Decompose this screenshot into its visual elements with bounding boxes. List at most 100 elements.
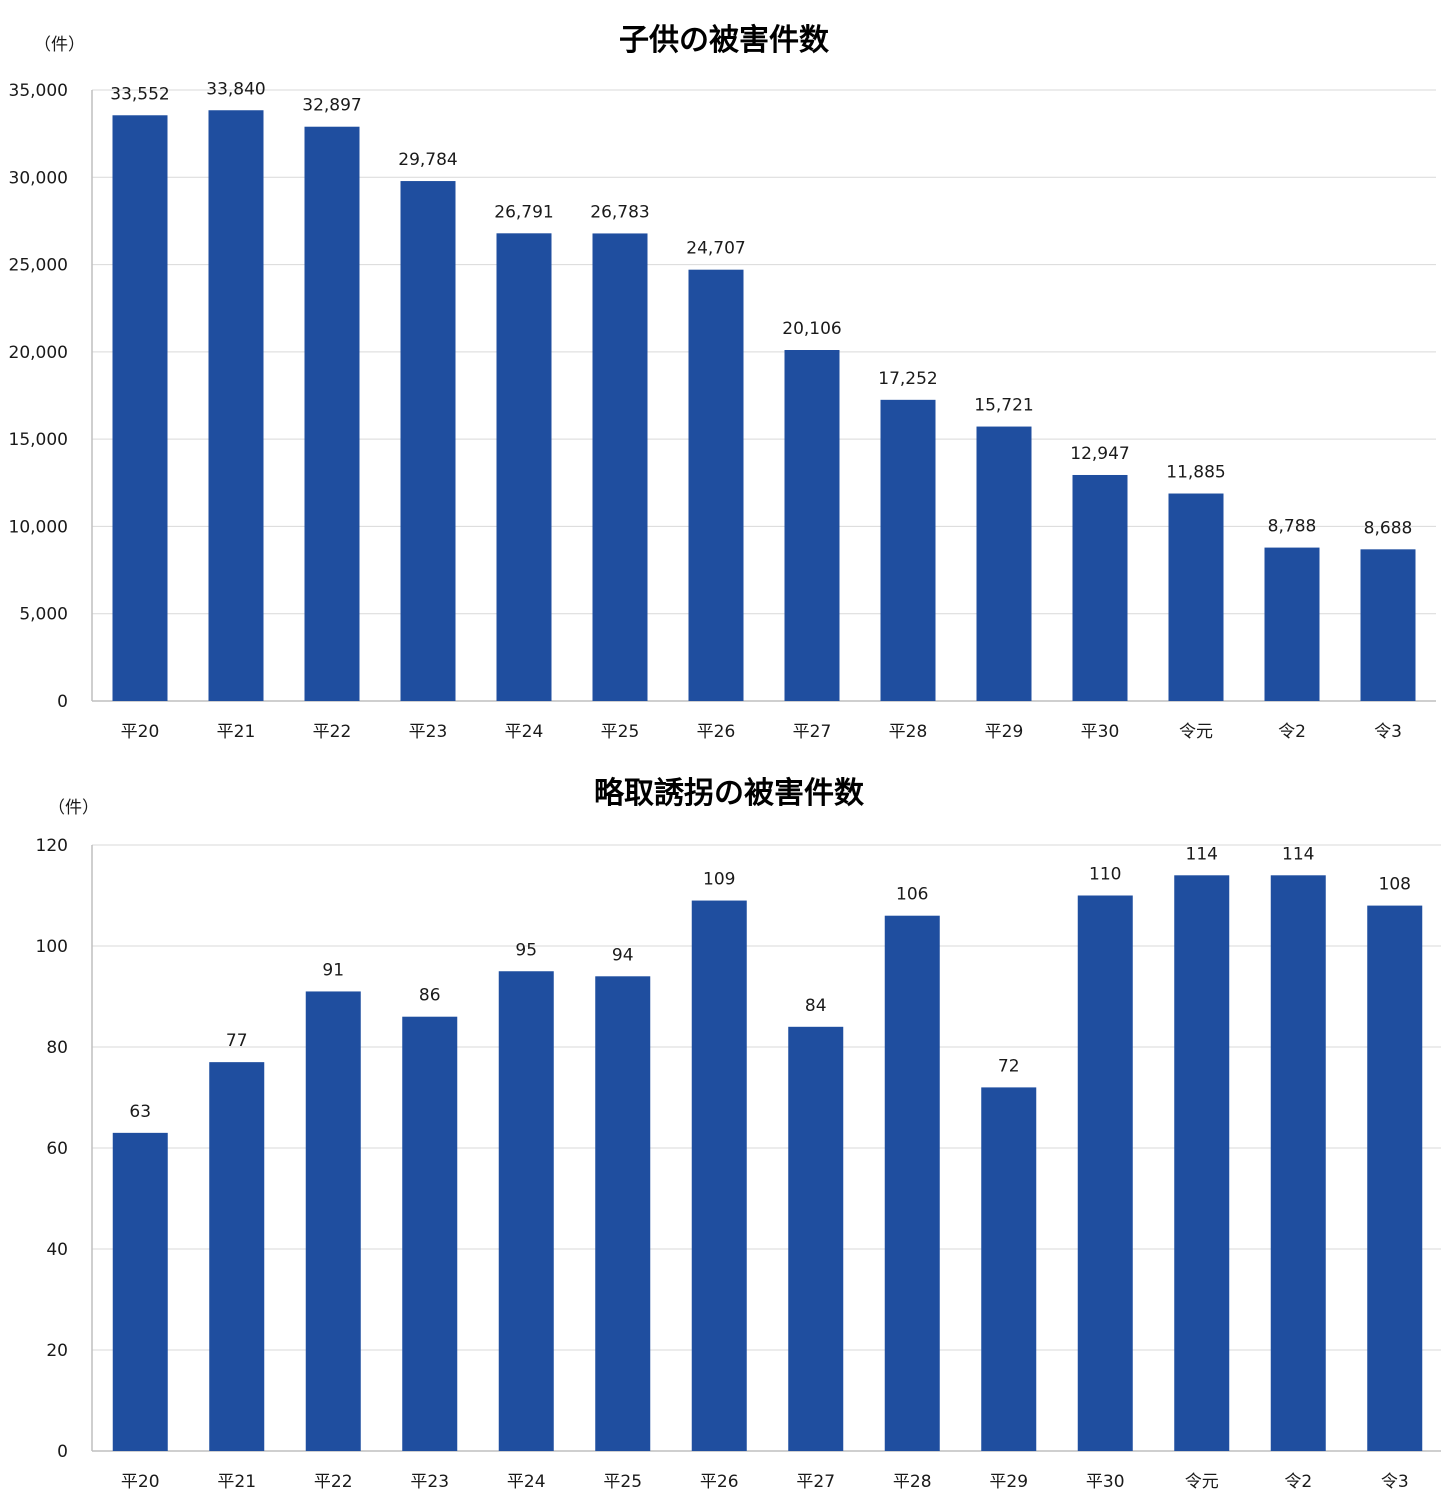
bar <box>884 915 940 1451</box>
x-tick-label: 平28 <box>889 722 928 742</box>
data-label: 32,897 <box>302 96 361 116</box>
data-label: 8,788 <box>1268 517 1317 537</box>
data-label: 15,721 <box>974 396 1033 416</box>
data-label: 26,791 <box>494 202 553 222</box>
data-label: 29,784 <box>398 150 457 170</box>
data-label: 95 <box>515 940 537 960</box>
y-tick-label: 15,000 <box>9 430 68 450</box>
chart-title: 子供の被害件数 <box>619 23 830 58</box>
bar <box>592 233 648 701</box>
bar <box>1077 895 1133 1451</box>
data-label: 114 <box>1282 844 1314 864</box>
data-label: 26,783 <box>590 202 649 222</box>
x-tick-label: 令元 <box>1179 722 1213 742</box>
bar <box>691 900 747 1451</box>
data-label: 106 <box>896 885 928 905</box>
y-tick-label: 20 <box>46 1341 68 1361</box>
y-tick-label: 0 <box>57 1442 68 1462</box>
x-tick-label: 平26 <box>700 1472 739 1492</box>
data-label: 86 <box>419 986 441 1006</box>
data-label: 84 <box>805 996 827 1016</box>
x-tick-label: 平29 <box>985 722 1024 742</box>
x-tick-label: 平30 <box>1086 1472 1125 1492</box>
data-label: 114 <box>1186 844 1218 864</box>
x-tick-label: 平25 <box>601 722 640 742</box>
x-tick-label: 平23 <box>409 722 448 742</box>
x-tick-label: 平21 <box>217 1472 256 1492</box>
x-tick-label: 平29 <box>989 1472 1028 1492</box>
bar <box>305 991 361 1451</box>
bar <box>976 426 1032 701</box>
x-tick-label: 平27 <box>793 722 832 742</box>
bar <box>880 399 936 701</box>
x-tick-label: 平30 <box>1081 722 1120 742</box>
y-tick-label: 80 <box>46 1038 68 1058</box>
bar <box>1168 493 1224 701</box>
x-tick-label: 令2 <box>1278 722 1306 742</box>
data-label: 110 <box>1089 865 1121 885</box>
bar <box>788 1026 844 1451</box>
data-label: 33,552 <box>110 84 169 104</box>
bar <box>784 350 840 701</box>
y-unit-label: （件） <box>34 35 85 55</box>
bar <box>688 269 744 701</box>
x-tick-label: 平22 <box>313 722 352 742</box>
data-label: 77 <box>226 1031 248 1051</box>
chart-child-victims: 子供の被害件数 （件） 0 5,000 10,000 15,000 20,000 25,0… <box>9 23 1436 742</box>
bar <box>1072 474 1128 701</box>
bar <box>498 971 554 1451</box>
x-tick-label: 平24 <box>507 1472 546 1492</box>
data-label: 109 <box>703 870 735 890</box>
x-tick-label: 平21 <box>217 722 256 742</box>
data-label: 12,947 <box>1070 444 1129 464</box>
bar <box>1174 875 1230 1451</box>
y-tick-label: 35,000 <box>9 81 68 101</box>
data-label: 17,252 <box>878 369 937 389</box>
x-tick-label: 令2 <box>1284 1472 1312 1492</box>
chart-abduction-victims: 略取誘拐の被害件数 （件） 0 20 40 60 80 100 120 63 平20 77 平21 9… <box>36 776 1441 1492</box>
bar <box>208 110 264 701</box>
x-tick-label: 令元 <box>1185 1472 1219 1492</box>
y-unit-label: （件） <box>48 798 99 818</box>
x-tick-label: 平26 <box>697 722 736 742</box>
bar <box>304 126 360 701</box>
chart-title: 略取誘拐の被害件数 <box>594 776 865 811</box>
bar <box>112 115 168 701</box>
x-tick-label: 平25 <box>603 1472 642 1492</box>
y-tick-label: 10,000 <box>9 517 68 537</box>
data-label: 8,688 <box>1364 518 1413 538</box>
y-tick-label: 60 <box>46 1139 68 1159</box>
bar <box>1367 905 1423 1451</box>
y-tick-label: 120 <box>36 836 68 856</box>
bar <box>496 233 552 702</box>
y-tick-label: 30,000 <box>9 168 68 188</box>
y-tick-label: 25,000 <box>9 256 68 276</box>
x-tick-label: 令3 <box>1381 1472 1409 1492</box>
y-tick-label: 0 <box>57 692 68 712</box>
bar <box>1360 549 1416 701</box>
y-tick-label: 40 <box>46 1240 68 1260</box>
x-tick-label: 平20 <box>121 1472 160 1492</box>
x-tick-label: 令3 <box>1374 722 1402 742</box>
data-label: 20,106 <box>782 319 841 339</box>
data-label: 108 <box>1379 875 1411 895</box>
x-tick-label: 平27 <box>796 1472 835 1492</box>
bar <box>1264 547 1320 701</box>
x-tick-label: 平23 <box>410 1472 449 1492</box>
data-label: 91 <box>322 960 344 980</box>
data-label: 72 <box>998 1056 1020 1076</box>
x-tick-label: 平28 <box>893 1472 932 1492</box>
bar <box>112 1132 168 1451</box>
bar <box>400 181 456 701</box>
bar <box>402 1016 458 1451</box>
bar <box>595 976 651 1451</box>
data-label: 33,840 <box>206 79 265 99</box>
bar <box>981 1087 1037 1451</box>
bar <box>1270 875 1326 1451</box>
x-tick-label: 平24 <box>505 722 544 742</box>
bar <box>209 1062 265 1451</box>
y-tick-label: 20,000 <box>9 343 68 363</box>
data-label: 11,885 <box>1166 463 1225 483</box>
data-label: 24,707 <box>686 239 745 259</box>
x-tick-label: 平20 <box>121 722 160 742</box>
